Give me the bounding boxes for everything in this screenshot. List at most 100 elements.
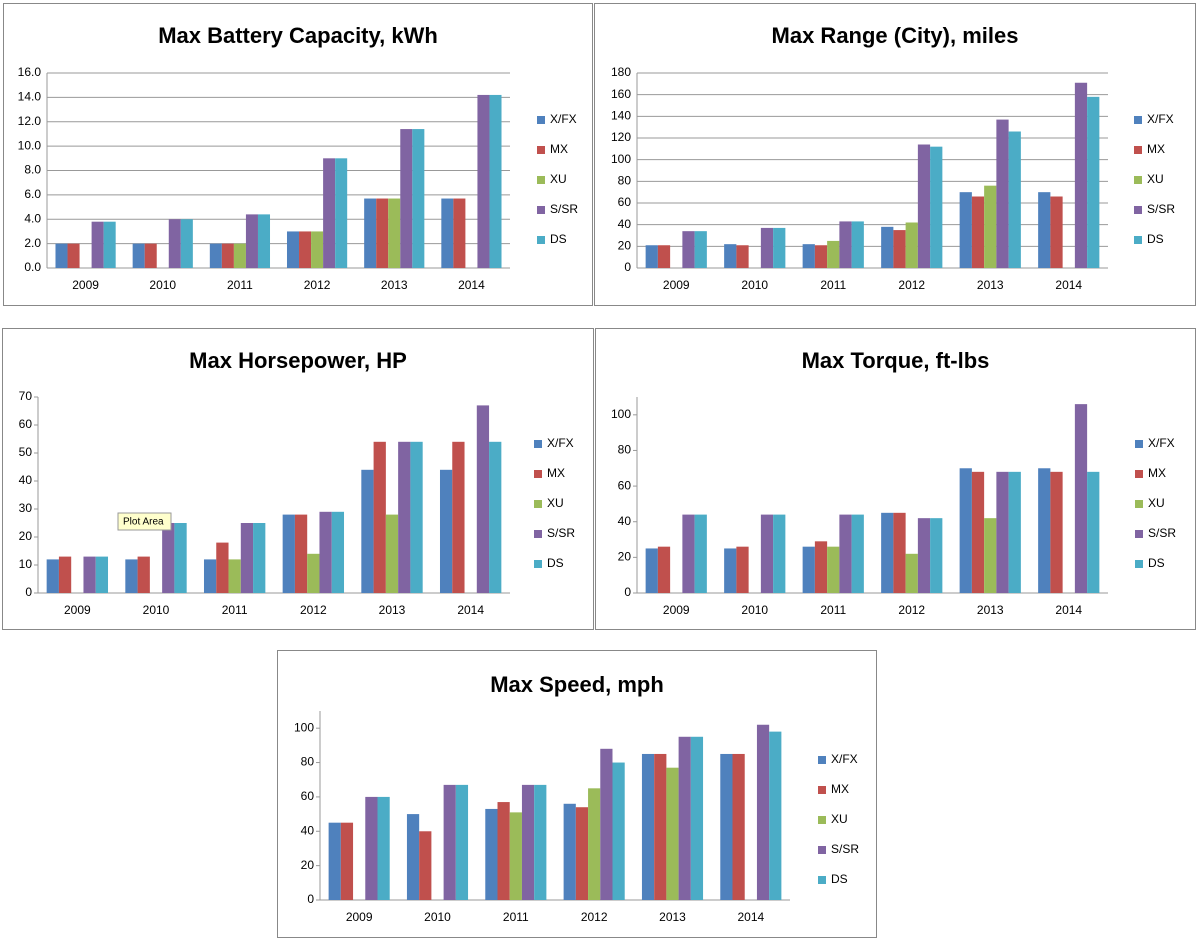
legend-swatch [818, 786, 826, 794]
bar [398, 441, 411, 593]
bar [724, 548, 737, 593]
bar [641, 753, 655, 900]
x-tick-label: 2013 [977, 603, 1004, 617]
chart-title: Max Horsepower, HP [189, 348, 407, 373]
bar [694, 231, 707, 268]
chart-title: Max Torque, ft-lbs [802, 348, 990, 373]
bar [930, 146, 943, 268]
y-tick-label: 40 [618, 514, 632, 528]
bar [455, 784, 469, 900]
legend-swatch [534, 440, 542, 448]
x-tick-label: 2012 [898, 278, 925, 292]
x-tick-label: 2012 [300, 603, 327, 617]
bar [984, 518, 997, 593]
legend-swatch [534, 530, 542, 538]
bar [452, 441, 465, 593]
x-tick-label: 2012 [581, 910, 608, 924]
bar [645, 548, 658, 593]
bar [814, 245, 828, 268]
bar [769, 731, 782, 900]
bar [732, 753, 745, 900]
y-tick-label: 14.0 [18, 90, 42, 104]
bar [299, 231, 312, 268]
tooltip-box [117, 512, 172, 531]
bar [203, 559, 217, 593]
chart-panel: Max Range (City), miles 0 20 40 60 80 100 120 14… [594, 3, 1196, 306]
y-tick-label: 60 [618, 478, 632, 492]
y-tick-label: 80 [301, 755, 315, 769]
bar [881, 226, 894, 268]
y-tick-label: 4.0 [24, 211, 41, 225]
bar [736, 245, 749, 268]
bar [736, 546, 749, 593]
bar [168, 219, 181, 268]
bar [1038, 192, 1051, 268]
bar [682, 231, 695, 268]
bar [760, 227, 774, 268]
bar [419, 831, 432, 900]
bar [893, 230, 906, 268]
chart-panel: Max Torque, ft-lbs 0 20 40 60 80 100 2009 2010 20… [595, 328, 1196, 630]
y-tick-label: 0.0 [24, 260, 41, 274]
x-tick-label: 2011 [503, 910, 529, 924]
legend-label: XU [550, 172, 567, 186]
bar [46, 559, 59, 593]
bar [221, 243, 234, 268]
bar [839, 221, 852, 268]
bar [678, 736, 691, 900]
bar [400, 129, 413, 268]
legend-swatch [818, 816, 826, 824]
y-tick-label: 60 [618, 195, 632, 209]
bar [412, 129, 425, 268]
bar [773, 227, 786, 268]
bar [802, 244, 815, 268]
bar [245, 214, 258, 268]
y-tick-label: 20 [618, 239, 632, 253]
bar [996, 471, 1009, 593]
x-tick-label: 2009 [64, 603, 91, 617]
legend-swatch [537, 116, 545, 124]
bar [294, 514, 308, 593]
legend-swatch [1135, 530, 1143, 538]
x-tick-label: 2010 [741, 603, 768, 617]
bar [509, 812, 522, 900]
bar [453, 198, 466, 268]
bar [137, 556, 150, 593]
legend-label: XU [831, 812, 848, 826]
legend-label: X/FX [550, 112, 577, 126]
y-tick-label: 0 [624, 585, 631, 599]
bar [1074, 82, 1088, 268]
x-tick-label: 2014 [737, 910, 764, 924]
bar [361, 469, 374, 593]
chart-title: Max Speed, mph [490, 672, 664, 697]
y-tick-label: 60 [301, 789, 315, 803]
bar [802, 546, 815, 593]
bar [388, 198, 401, 268]
bar [1008, 131, 1021, 268]
bar [905, 553, 918, 593]
y-tick-label: 8.0 [24, 163, 41, 177]
legend-label: S/SR [1147, 202, 1175, 216]
legend-swatch [1134, 236, 1142, 244]
bar [827, 240, 840, 268]
bar [1050, 196, 1063, 268]
x-tick-label: 2012 [304, 278, 331, 292]
bar [1050, 471, 1063, 593]
legend-swatch [537, 206, 545, 214]
legend-label: S/SR [547, 526, 575, 540]
bar [534, 784, 547, 900]
legend-swatch [1135, 560, 1143, 568]
bar [485, 808, 498, 900]
y-tick-label: 10.0 [18, 138, 42, 152]
legend-label: S/SR [1148, 526, 1176, 540]
bar [654, 753, 667, 900]
bar [385, 514, 399, 593]
y-tick-label: 12.0 [18, 114, 42, 128]
legend-swatch [534, 470, 542, 478]
bar [851, 221, 864, 268]
bar [144, 243, 157, 268]
x-tick-label: 2013 [381, 278, 408, 292]
x-tick-label: 2010 [143, 603, 170, 617]
bar [575, 807, 589, 900]
bar [773, 514, 786, 593]
